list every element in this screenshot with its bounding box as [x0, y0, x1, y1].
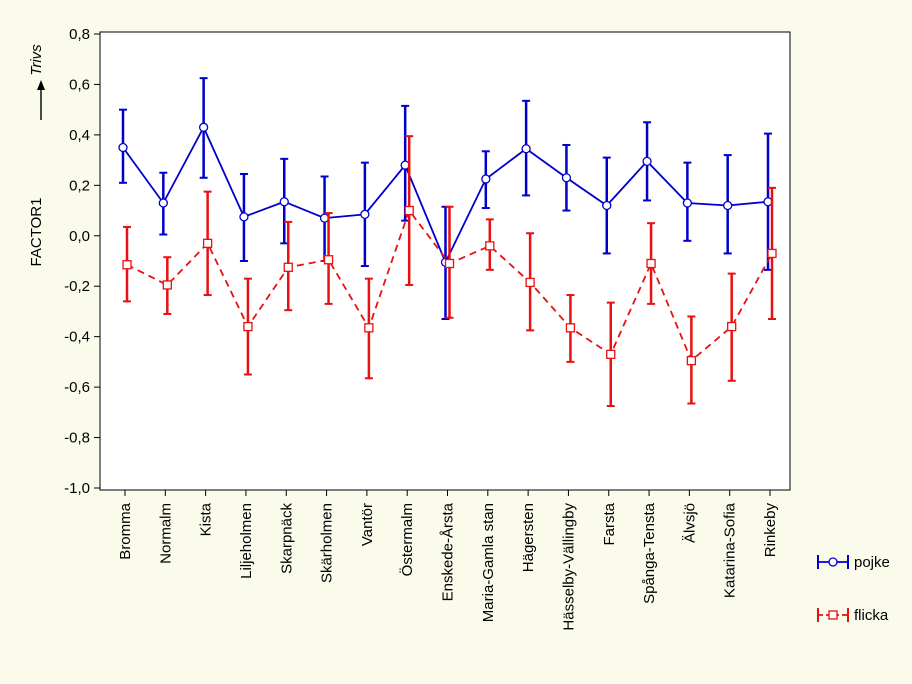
data-point — [118, 142, 128, 153]
data-point — [686, 355, 697, 366]
y-tick-label: -0,2 — [64, 278, 90, 295]
data-point — [767, 248, 777, 259]
trivs-annotation: Trivs — [28, 44, 45, 120]
data-point — [521, 144, 531, 154]
x-axis: Bromma Normalm Kista Liljeholmen Skarpnäck Sk… — [117, 490, 779, 631]
data-point — [602, 200, 612, 211]
x-tick-label: Vantör — [359, 503, 376, 546]
data-point — [723, 200, 733, 211]
y-tick-label: -0,4 — [64, 329, 90, 346]
data-point — [485, 241, 495, 251]
data-point — [444, 258, 455, 269]
legend-item-flicka: flicka — [817, 607, 889, 624]
y-tick-label: -0,8 — [64, 430, 90, 447]
y-tick-label: -0,6 — [64, 379, 90, 396]
data-point — [404, 205, 414, 216]
x-tick-label: Rinkeby — [762, 503, 779, 558]
x-tick-label: Skarpnäck — [278, 503, 295, 574]
legend-item-pojke: pojke — [817, 554, 890, 571]
x-tick-label: Normalm — [157, 503, 174, 564]
data-point — [727, 321, 737, 332]
y-tick-label: 0,0 — [69, 228, 90, 245]
data-point — [364, 323, 374, 333]
data-point — [198, 122, 209, 132]
y-axis: -1,0 -0,8 -0,6 -0,4 -0,2 0,0 0,2 0,4 0,6 0,8 — [64, 26, 100, 497]
x-tick-label: Enskede-Årsta — [440, 502, 457, 601]
data-point — [682, 198, 693, 208]
x-tick-label: Kista — [198, 502, 215, 536]
data-point — [525, 277, 535, 288]
x-tick-label: Katarina-Sofia — [722, 502, 739, 598]
x-tick-label: Maria-Gamla stan — [480, 503, 497, 622]
data-point — [561, 173, 572, 183]
data-point — [565, 323, 576, 333]
data-point — [283, 262, 293, 272]
legend-marker-icon — [828, 557, 838, 567]
data-point — [122, 260, 132, 270]
data-point — [243, 321, 253, 332]
data-point — [239, 212, 249, 222]
x-tick-label: Älvsjö — [681, 503, 698, 543]
data-point — [162, 280, 172, 290]
y-tick-label: 0,4 — [69, 127, 90, 144]
series-flicka — [122, 135, 777, 408]
legend-label: pojke — [854, 554, 890, 571]
x-tick-label: Hässelby-Vällingby — [560, 503, 577, 631]
x-tick-label: Spånga-Tensta — [641, 502, 658, 604]
legend-marker-icon — [828, 610, 838, 620]
x-tick-label: Liljeholmen — [238, 503, 255, 579]
data-point — [642, 156, 652, 167]
legend: pojke flicka — [817, 554, 890, 624]
data-point — [606, 349, 616, 359]
y-tick-label: 0,8 — [69, 26, 90, 43]
data-point — [481, 174, 491, 184]
x-tick-label: Skärholmen — [319, 503, 336, 583]
x-tick-label: Östermalm — [398, 503, 416, 576]
x-tick-label: Farsta — [601, 502, 618, 545]
y-tick-label: 0,6 — [69, 76, 90, 93]
data-point — [360, 209, 370, 219]
data-point — [646, 258, 656, 269]
data-point — [202, 238, 213, 248]
y-axis-label: FACTOR1 — [28, 198, 45, 267]
x-tick-label: Bromma — [117, 502, 134, 559]
data-point — [279, 197, 289, 207]
y-tick-label: -1,0 — [64, 480, 90, 497]
x-tick-label: Hägersten — [520, 503, 537, 572]
arrow-head-icon — [37, 80, 45, 90]
series-layer — [118, 77, 777, 408]
annotation-text: Trivs — [28, 44, 45, 76]
data-point — [158, 198, 168, 208]
y-tick-label: 0,2 — [69, 177, 90, 194]
data-point — [323, 255, 334, 265]
legend-label: flicka — [854, 607, 889, 624]
